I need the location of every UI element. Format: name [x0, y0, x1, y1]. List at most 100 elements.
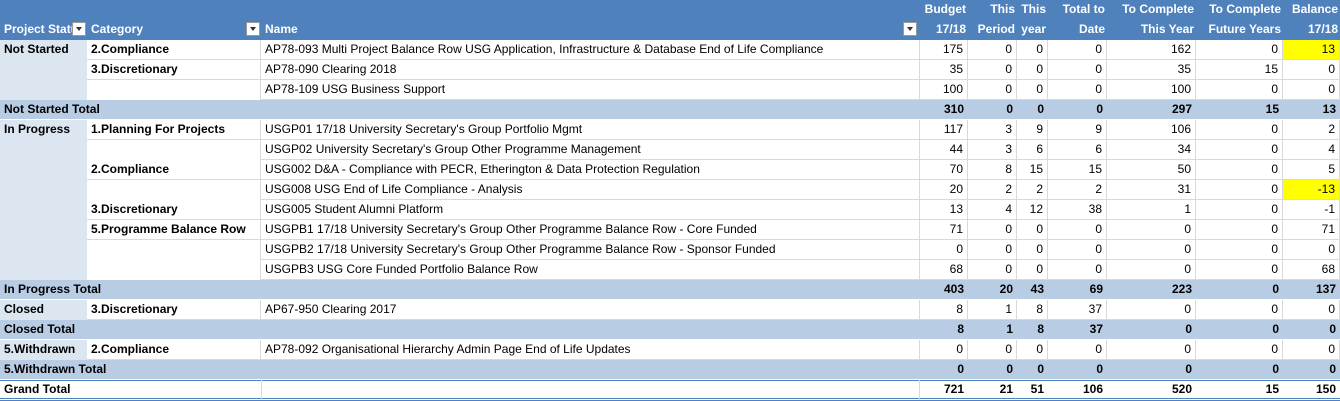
grand-total-row — [0, 380, 1340, 401]
name-cell: USGPB1 17/18 University Secretary's Grou… — [261, 220, 920, 240]
status-cell — [0, 220, 87, 240]
value-cell: 20 — [920, 180, 968, 200]
value-cell: 0 — [1196, 200, 1283, 220]
value-cell: 0 — [920, 340, 968, 360]
value-cell: 15 — [1048, 160, 1107, 180]
value-cell: 3 — [968, 140, 1017, 160]
value-cell: -1 — [1283, 200, 1340, 220]
value-cell: 0 — [1048, 260, 1107, 280]
value-cell: 0 — [968, 220, 1017, 240]
total-row — [0, 360, 1340, 380]
value-cell: 38 — [1048, 200, 1107, 220]
value-cell: 6 — [1048, 140, 1107, 160]
value-cell: 0 — [968, 340, 1017, 360]
grand-total-divider — [261, 380, 920, 400]
filter-button[interactable] — [72, 22, 86, 36]
category-cell — [87, 80, 261, 100]
value-cell: 0 — [1196, 260, 1283, 280]
total-value: 0 — [1196, 280, 1283, 300]
value-cell: 0 — [1048, 80, 1107, 100]
column-header: 17/18 — [920, 20, 968, 40]
total-label: Not Started Total — [0, 100, 261, 120]
value-cell: 106 — [1107, 120, 1196, 140]
value-cell: 8 — [968, 160, 1017, 180]
column-header: year — [1017, 20, 1048, 40]
status-cell — [0, 200, 87, 220]
grand-total-value: 15 — [1265, 382, 1279, 396]
category-cell: 1.Planning For Projects — [87, 120, 261, 140]
value-cell: 2 — [1048, 180, 1107, 200]
column-header: To Complete — [1107, 0, 1196, 20]
value-cell: -13 — [1283, 180, 1340, 200]
value-cell: 6 — [1017, 140, 1048, 160]
filter-button[interactable] — [246, 22, 260, 36]
total-value: 0 — [1196, 360, 1283, 380]
value-cell: 162 — [1107, 40, 1196, 60]
value-cell: 0 — [1017, 80, 1048, 100]
value-cell: 0 — [968, 80, 1017, 100]
name-cell: AP78-093 Multi Project Balance Row USG A… — [261, 40, 920, 60]
filter-button[interactable] — [903, 22, 917, 36]
grand-total-value: 106 — [1082, 382, 1103, 396]
grand-total-label: Grand Total — [4, 382, 71, 396]
total-value: 0 — [1283, 360, 1340, 380]
name-cell: USGP01 17/18 University Secretary's Grou… — [261, 120, 920, 140]
value-cell: 0 — [968, 240, 1017, 260]
value-cell: 2 — [968, 180, 1017, 200]
total-value: 0 — [968, 360, 1017, 380]
value-cell: 50 — [1107, 160, 1196, 180]
total-value: 8 — [920, 320, 968, 340]
grand-total-value: 520 — [1171, 382, 1192, 396]
value-cell: 0 — [1196, 340, 1283, 360]
status-cell: 5.Withdrawn — [0, 340, 87, 360]
name-cell: USG008 USG End of Life Compliance - Anal… — [261, 180, 920, 200]
status-cell: Closed — [0, 300, 87, 320]
value-cell: 0 — [920, 240, 968, 260]
value-cell: 0 — [1196, 120, 1283, 140]
value-cell: 13 — [1283, 40, 1340, 60]
total-value: 310 — [920, 100, 968, 120]
column-header: This Year — [1107, 20, 1196, 40]
category-cell: 5.Programme Balance Row — [87, 220, 261, 240]
column-header: Total to — [1048, 0, 1107, 20]
value-cell: 0 — [1048, 60, 1107, 80]
value-cell: 70 — [920, 160, 968, 180]
total-value: 43 — [1017, 280, 1048, 300]
total-value: 15 — [1196, 100, 1283, 120]
total-value: 0 — [1107, 360, 1196, 380]
grand-total-value: 721 — [943, 382, 964, 396]
value-cell: 0 — [1283, 60, 1340, 80]
status-cell: In Progress — [0, 120, 87, 140]
name-cell: USG005 Student Alumni Platform — [261, 200, 920, 220]
column-header: Period — [968, 20, 1017, 40]
total-value: 223 — [1107, 280, 1196, 300]
name-cell: USGP02 University Secretary's Group Othe… — [261, 140, 920, 160]
category-cell: 2.Compliance — [87, 160, 261, 180]
value-cell: 0 — [968, 260, 1017, 280]
value-cell: 0 — [1017, 40, 1048, 60]
value-cell: 34 — [1107, 140, 1196, 160]
value-cell: 0 — [1107, 340, 1196, 360]
status-cell: Not Started — [0, 40, 87, 60]
value-cell: 0 — [1017, 60, 1048, 80]
total-value: 0 — [1048, 100, 1107, 120]
value-cell: 5 — [1283, 160, 1340, 180]
total-label: 5.Withdrawn Total — [0, 360, 261, 380]
value-cell: 9 — [1017, 120, 1048, 140]
total-value: 297 — [1107, 100, 1196, 120]
value-cell: 0 — [1048, 340, 1107, 360]
category-cell — [87, 140, 261, 160]
value-cell: 0 — [1048, 220, 1107, 240]
value-cell: 68 — [920, 260, 968, 280]
column-header: Balance — [1283, 0, 1340, 20]
category-cell: 2.Compliance — [87, 340, 261, 360]
status-cell — [0, 180, 87, 200]
value-cell: 0 — [1048, 240, 1107, 260]
value-cell: 0 — [1196, 40, 1283, 60]
value-cell: 0 — [1283, 340, 1340, 360]
value-cell: 31 — [1107, 180, 1196, 200]
value-cell: 4 — [1283, 140, 1340, 160]
name-cell: USGPB3 USG Core Funded Portfolio Balance… — [261, 260, 920, 280]
column-header: Date — [1048, 20, 1107, 40]
